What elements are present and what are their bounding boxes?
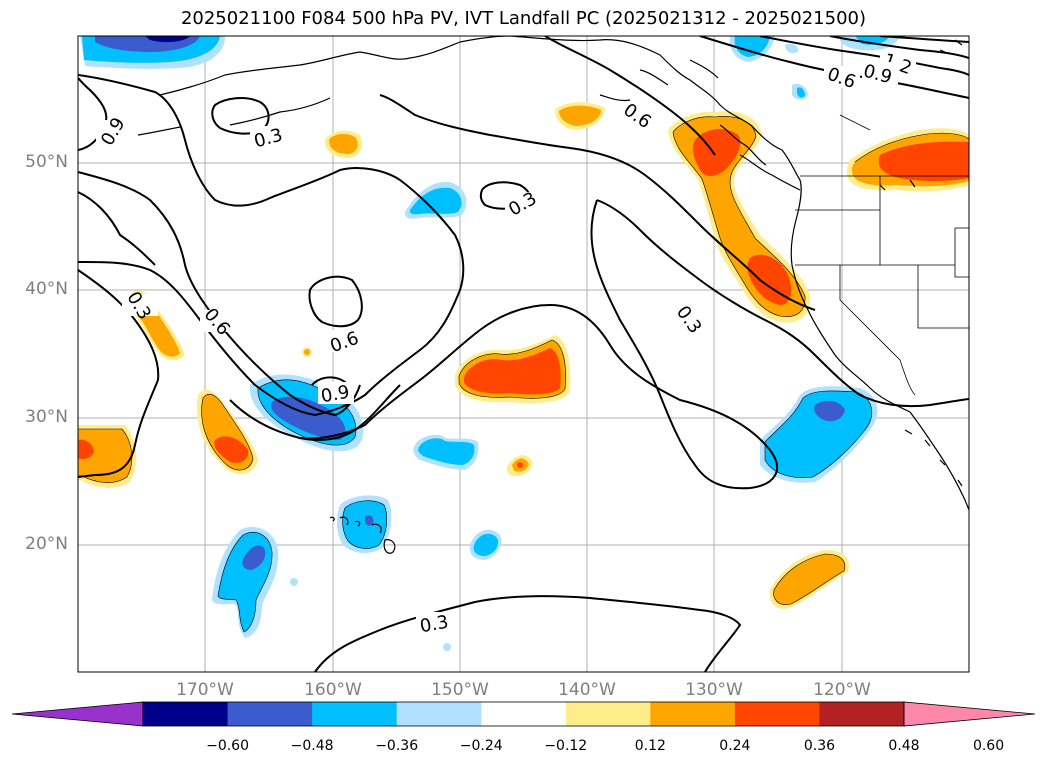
colorbar-segment [143, 702, 229, 726]
pv-contours [78, 36, 969, 672]
lon-label: 150°W [431, 680, 489, 700]
contour-label: 0.9 [319, 382, 351, 408]
lon-label: 160°W [304, 680, 362, 700]
colorbar-segment [312, 702, 398, 726]
colorbar [11, 701, 1036, 727]
colorbar-frame [142, 701, 905, 727]
colorbar-tick-label: 0.48 [888, 738, 920, 754]
colorbar-tick-label: 0.36 [803, 738, 836, 754]
map-frame [77, 35, 970, 673]
shading-outlines [78, 116, 969, 633]
positive-ivt-shading [78, 102, 969, 609]
colorbar-tick-label: −0.12 [544, 738, 588, 754]
colorbar-segment [734, 702, 820, 726]
lat-label: 30°N [25, 407, 68, 427]
state-borders [795, 114, 969, 396]
lon-label: 170°W [176, 680, 234, 700]
colorbar-segment [650, 702, 736, 726]
colorbar-tick-label: −0.48 [290, 738, 334, 754]
colorbar-tick-label: 0.12 [634, 738, 666, 754]
colorbar-segment [227, 702, 313, 726]
colorbar-segment [565, 702, 651, 726]
figure-title: 2025021100 F084 500 hPa PV, IVT Landfall… [180, 8, 867, 29]
colorbar-segment [819, 702, 905, 726]
colorbar-extend-min [11, 701, 144, 727]
colorbar-extend-max [903, 701, 1036, 727]
contour-label: 0.3 [418, 612, 450, 638]
colorbar-tick-label: −0.24 [459, 738, 503, 754]
lon-label: 120°W [813, 680, 871, 700]
colorbar-segment [396, 702, 482, 726]
lon-label: 130°W [685, 680, 743, 700]
lat-label: 20°N [25, 534, 68, 554]
colorbar-segment [481, 702, 567, 726]
lon-label: 140°W [558, 680, 616, 700]
lat-label: 40°N [25, 279, 68, 299]
lat-label: 50°N [25, 152, 68, 172]
colorbar-tick-label: 0.24 [719, 738, 751, 754]
colorbar-tick-label: 0.60 [972, 738, 1005, 754]
colorbar-tick-label: −0.60 [206, 738, 249, 754]
colorbar-tick-label: −0.36 [375, 738, 419, 754]
coastlines [137, 36, 969, 554]
